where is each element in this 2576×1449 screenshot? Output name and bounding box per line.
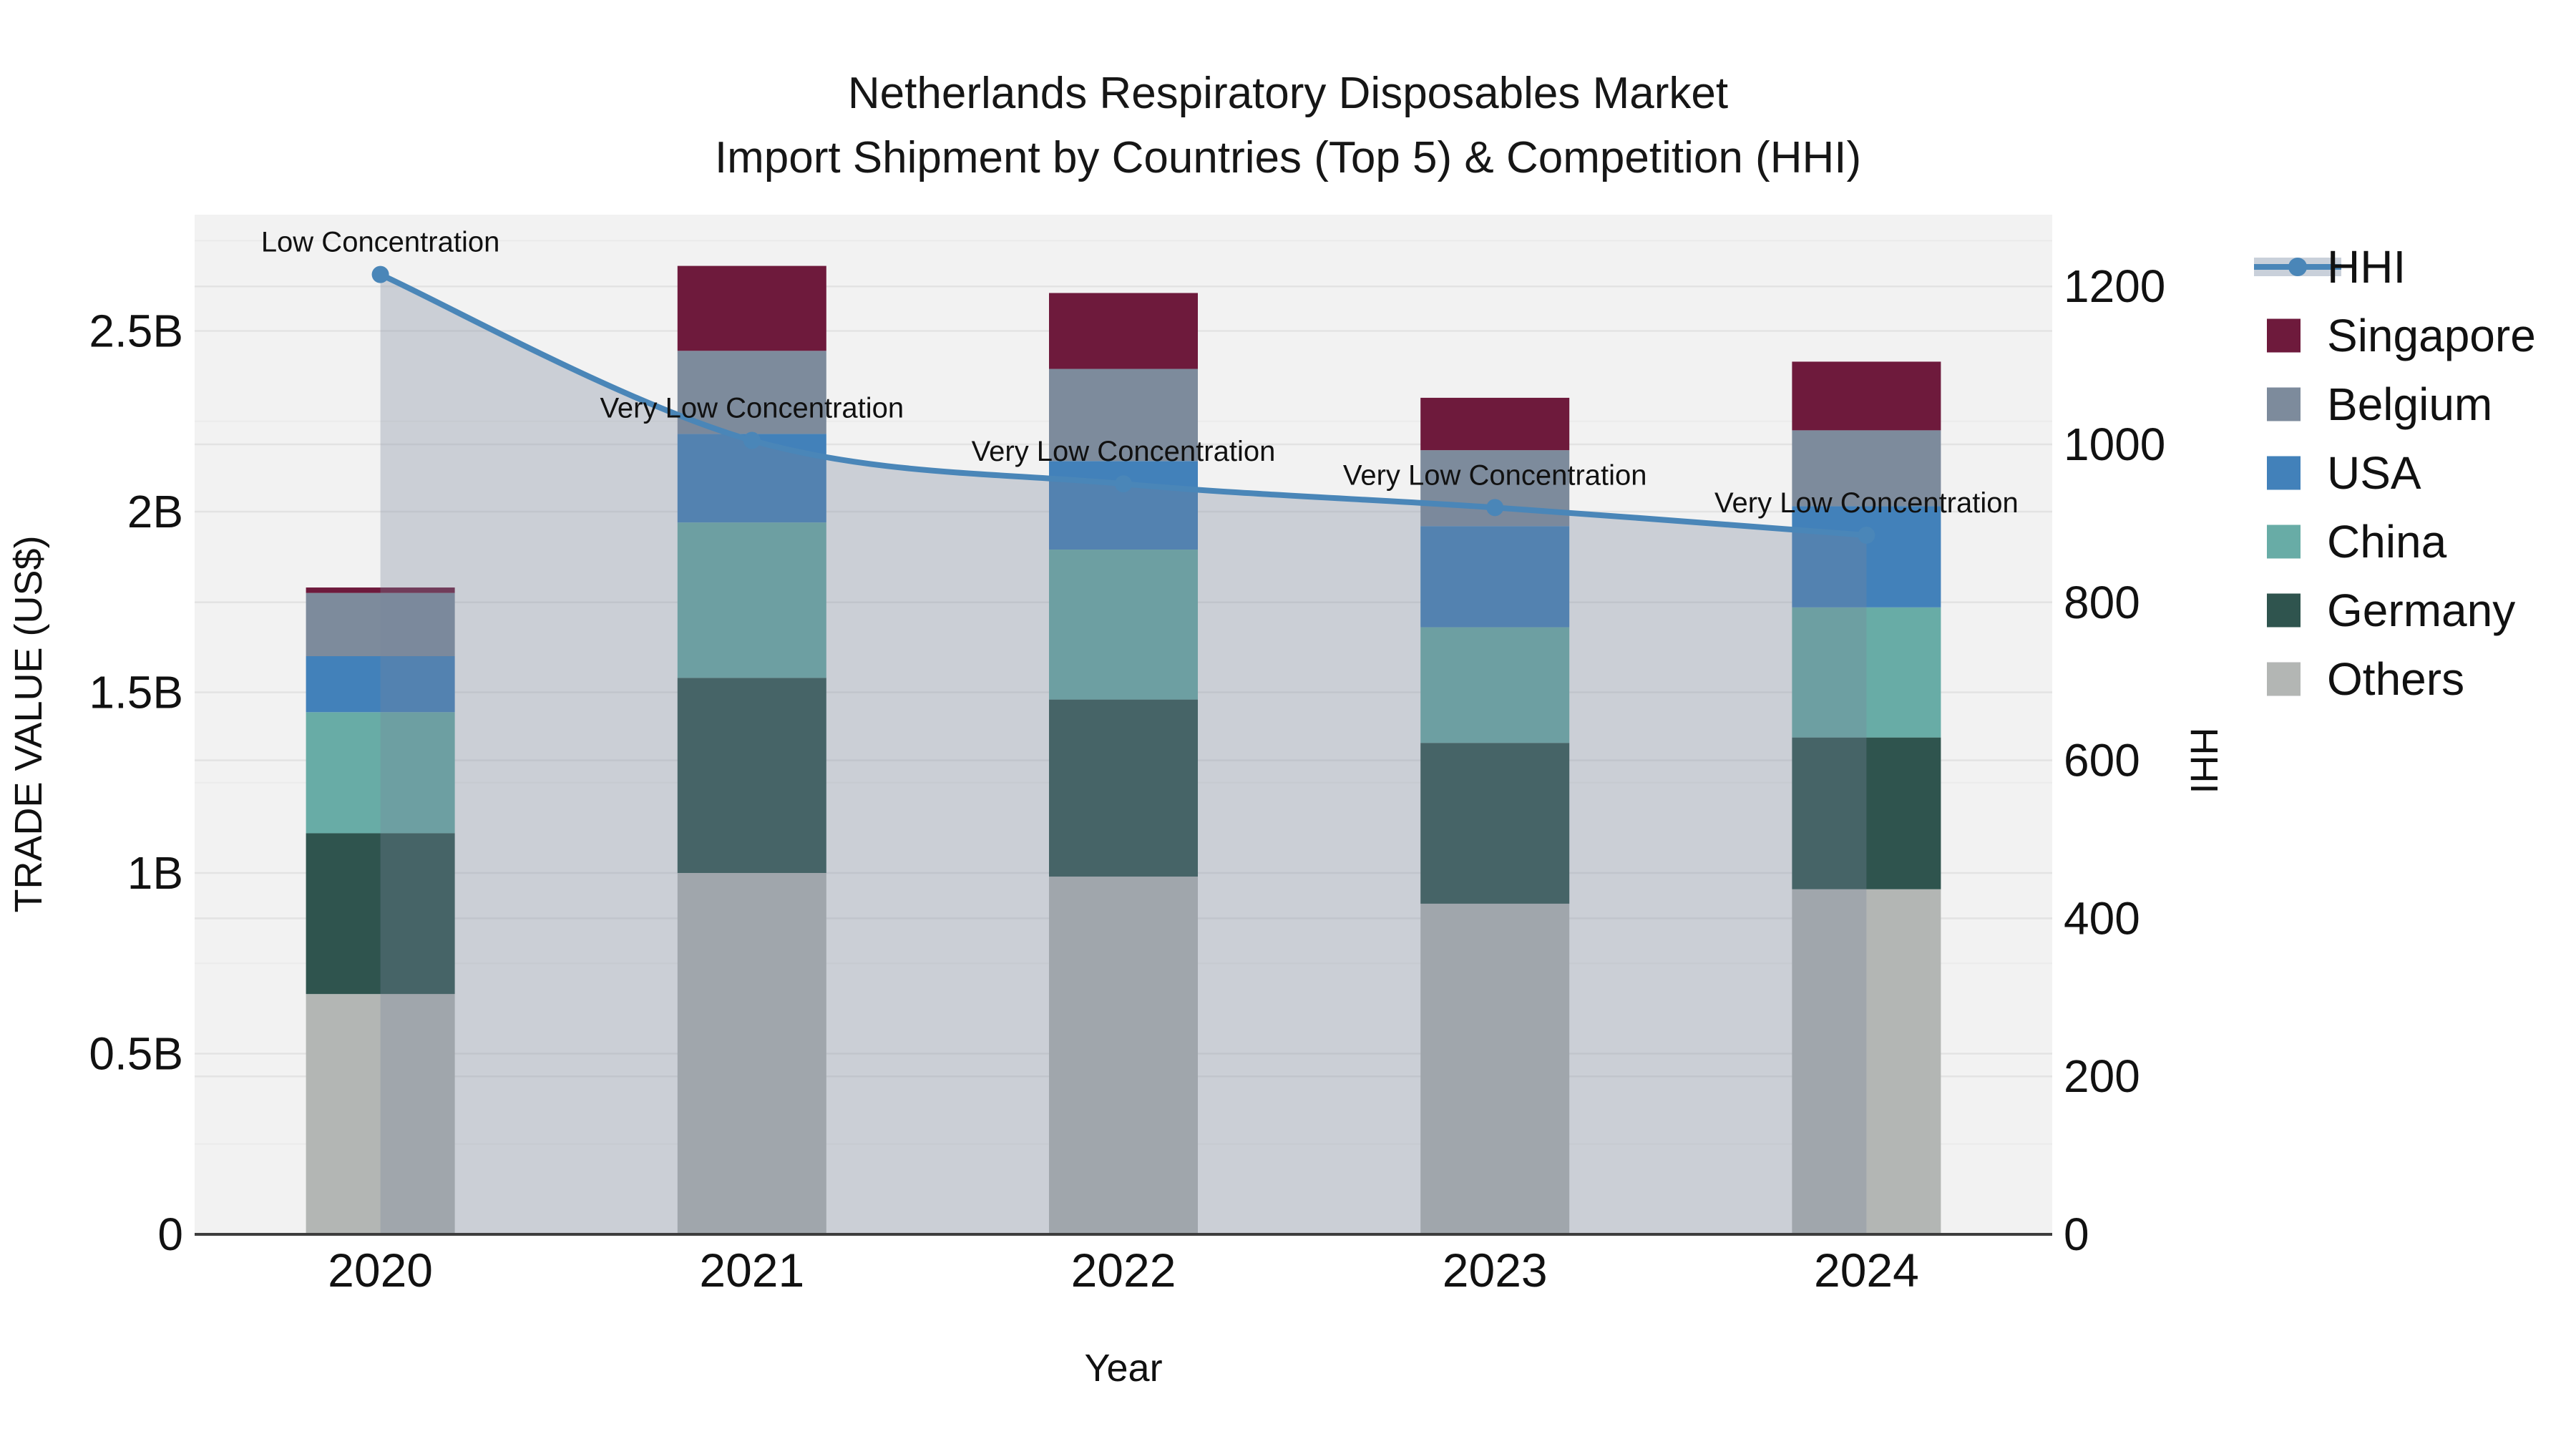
- right-tick-label: 200: [2064, 1050, 2140, 1102]
- legend-swatch-usa: [2267, 456, 2301, 490]
- bar-segment-2022-belgium: [1049, 369, 1198, 462]
- bar-segment-2022-singapore: [1049, 293, 1198, 369]
- legend-label-usa: USA: [2327, 447, 2421, 499]
- left-tick-label: 1B: [127, 847, 183, 899]
- legend-item-germany: Germany: [2267, 585, 2515, 636]
- bar-segment-2023-china: [1420, 627, 1570, 743]
- legend-label-others: Others: [2327, 653, 2464, 705]
- x-tick-label-2022: 2022: [1071, 1244, 1176, 1297]
- legend-hhi-marker-icon: [2288, 258, 2307, 276]
- bar-segment-2023-singapore: [1420, 397, 1570, 451]
- bars-layer: [306, 265, 1941, 1234]
- x-axis-title: Year: [1084, 1347, 1162, 1390]
- hhi-point-2023: [1486, 499, 1504, 517]
- right-tick-label: 600: [2064, 735, 2140, 786]
- axes-layer: 0 0.5B 1B 1.5B 2B 2.5B 0 200 400 600 800 1000 1200 20…: [89, 260, 2165, 1297]
- legend-item-belgium: Belgium: [2267, 379, 2492, 430]
- hhi-point-2024: [1858, 526, 1875, 544]
- bar-segment-2020-singapore: [306, 587, 455, 593]
- bar-segment-2022-china: [1049, 550, 1198, 700]
- bar-segment-2023-others: [1420, 903, 1570, 1234]
- bar-segment-2024-germany: [1792, 737, 1941, 889]
- right-tick-label: 1200: [2064, 260, 2165, 312]
- left-tick-label: 0: [157, 1209, 183, 1260]
- hhi-point-2022: [1115, 475, 1132, 493]
- left-tick-label: 1.5B: [89, 667, 183, 718]
- chart-title-line1: Netherlands Respiratory Disposables Mark…: [847, 69, 1729, 118]
- bar-segment-2020-germany: [306, 833, 455, 995]
- legend-label-belgium: Belgium: [2327, 379, 2492, 430]
- bar-segment-2022-others: [1049, 877, 1198, 1234]
- bar-segment-2020-china: [306, 712, 455, 834]
- bar-segment-2021-belgium: [677, 351, 826, 434]
- x-tick-label-2023: 2023: [1443, 1244, 1548, 1297]
- bar-segment-2020-others: [306, 994, 455, 1234]
- legend-label-hhi: HHI: [2327, 241, 2406, 293]
- annotations-layer: Low Concentration Very Low Concentration V…: [261, 227, 2019, 519]
- bar-segment-2021-china: [677, 522, 826, 678]
- legend-item-singapore: Singapore: [2267, 310, 2536, 361]
- left-tick-label: 2.5B: [89, 306, 183, 357]
- x-tick-label-2024: 2024: [1814, 1244, 1919, 1297]
- legend-label-germany: Germany: [2327, 585, 2515, 636]
- legend-item-others: Others: [2267, 653, 2464, 705]
- legend-item-china: China: [2267, 516, 2447, 567]
- bar-segment-2021-germany: [677, 678, 826, 873]
- right-tick-label: 0: [2064, 1209, 2089, 1260]
- annotation-2022: Very Low Concentration: [972, 436, 1276, 467]
- bar-segment-2024-belgium: [1792, 430, 1941, 507]
- right-tick-label: 1000: [2064, 419, 2165, 470]
- bar-segment-2024-usa: [1792, 506, 1941, 608]
- left-tick-label: 0.5B: [89, 1028, 183, 1080]
- legend-item-usa: USA: [2267, 447, 2421, 499]
- chart-title-line2: Import Shipment by Countries (Top 5) & C…: [714, 133, 1862, 182]
- legend-item-hhi: HHI: [2254, 241, 2406, 293]
- bar-segment-2023-germany: [1420, 743, 1570, 904]
- right-axis-title: HHI: [2182, 728, 2225, 794]
- x-tick-label-2021: 2021: [699, 1244, 804, 1297]
- bar-segment-2024-singapore: [1792, 361, 1941, 431]
- bar-segment-2021-others: [677, 873, 826, 1234]
- bar-segment-2020-usa: [306, 656, 455, 713]
- bar-segment-2021-singapore: [677, 265, 826, 351]
- annotation-2021: Very Low Concentration: [600, 392, 904, 424]
- hhi-line-layer: [371, 265, 1875, 544]
- legend-label-china: China: [2327, 516, 2447, 567]
- x-tick-label-2020: 2020: [328, 1244, 433, 1297]
- legend-label-singapore: Singapore: [2327, 310, 2536, 361]
- bar-segment-2020-belgium: [306, 592, 455, 656]
- legend-swatch-china: [2267, 525, 2301, 559]
- annotation-2023: Very Low Concentration: [1343, 459, 1647, 491]
- annotation-2024: Very Low Concentration: [1714, 487, 2019, 519]
- legend-swatch-germany: [2267, 593, 2301, 628]
- bar-segment-2023-usa: [1420, 526, 1570, 628]
- bar-segment-2024-others: [1792, 889, 1941, 1234]
- bar-segment-2022-germany: [1049, 699, 1198, 877]
- legend-layer: HHI Singapore Belgium USA China Germany Others: [2254, 241, 2536, 705]
- left-tick-label: 2B: [127, 486, 183, 537]
- annotation-2020: Low Concentration: [261, 227, 500, 258]
- chart-title-block: Netherlands Respiratory Disposables Mark…: [0, 62, 2576, 190]
- right-tick-label: 800: [2064, 577, 2140, 628]
- legend-swatch-singapore: [2267, 318, 2301, 353]
- hhi-point-2021: [743, 431, 761, 449]
- hhi-point-2020: [371, 265, 389, 283]
- legend-swatch-belgium: [2267, 387, 2301, 421]
- left-axis-title: TRADE VALUE (US$): [7, 535, 50, 912]
- legend-swatch-others: [2267, 662, 2301, 696]
- bar-segment-2024-china: [1792, 607, 1941, 738]
- right-tick-label: 400: [2064, 892, 2140, 944]
